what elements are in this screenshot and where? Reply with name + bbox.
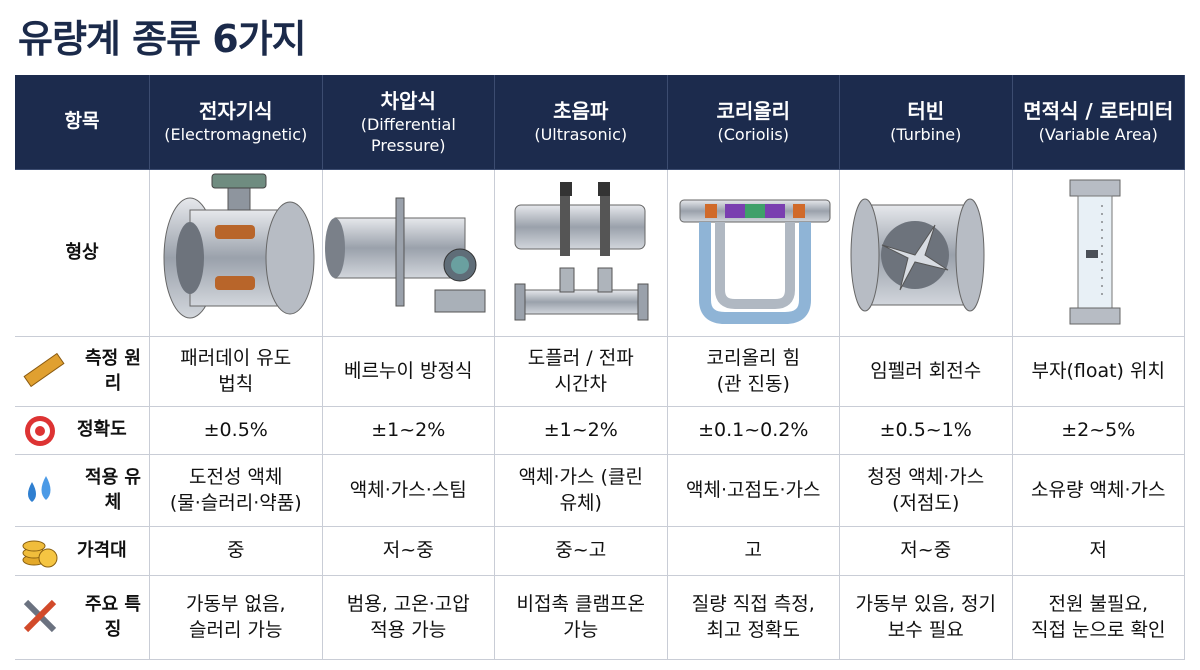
table-cell: 중~고 [495, 527, 668, 576]
shape-cell [1012, 170, 1185, 337]
target-icon [25, 416, 55, 446]
tools-icon [23, 599, 57, 633]
differential-pressure-illustration [325, 197, 486, 313]
column-english: (Variable Area) [1038, 125, 1158, 145]
table-cell: 도전성 액체 (물·슬러리·약품) [150, 455, 323, 527]
shape-cell [667, 170, 840, 337]
column-english: (Differential Pressure) [360, 114, 456, 155]
table-cell: ±0.5~1% [840, 407, 1013, 455]
column-header: 코리올리 (Coriolis) [667, 75, 840, 170]
table-cell: 패러데이 유도 법칙 [150, 337, 323, 407]
shape-cell [322, 170, 495, 337]
coriolis-illustration [679, 199, 831, 324]
column-name: 차압식 [380, 88, 436, 113]
row-label: 주요 특징 [15, 576, 150, 660]
table-cell: 가동부 없음, 슬러리 가능 [150, 576, 323, 660]
table-cell: 액체·가스 (클린 유체) [495, 455, 668, 527]
coins-icon [22, 540, 58, 568]
column-english: (Electromagnetic) [164, 125, 308, 145]
table-cell: ±2~5% [1012, 407, 1185, 455]
column-header: 차압식 (Differential Pressure) [322, 75, 495, 170]
comparison-table: 항목 전자기식 (Electromagnetic) 차압식 (Differential … [15, 75, 1185, 660]
turbine-illustration [850, 198, 985, 312]
column-name: 터빈 [907, 99, 945, 124]
row-label: 적용 유체 [15, 455, 150, 527]
column-header: 전자기식 (Electromagnetic) [150, 75, 323, 170]
row-label: 가격대 [15, 527, 150, 576]
shape-cell [150, 170, 323, 337]
table-cell: ±0.1~0.2% [667, 407, 840, 455]
shape-cell [495, 170, 668, 337]
row-label: 측정 원리 [15, 337, 150, 407]
electromagnetic-illustration [163, 173, 315, 319]
drops-icon [28, 476, 51, 502]
table-cell: 청정 액체·가스 (저점도) [840, 455, 1013, 527]
table-cell: 베르누이 방정식 [322, 337, 495, 407]
table-cell: ±1~2% [322, 407, 495, 455]
table-cell: 저~중 [840, 527, 1013, 576]
table-cell: 액체·가스·스팀 [322, 455, 495, 527]
column-name: 코리올리 [716, 99, 791, 124]
table-cell: 도플러 / 전파 시간차 [495, 337, 668, 407]
table-cell: ±0.5% [150, 407, 323, 455]
row-label: 형상 [15, 170, 150, 337]
row-label: 정확도 [15, 407, 150, 455]
table-cell: 전원 불필요, 직접 눈으로 확인 [1012, 576, 1185, 660]
column-header: 초음파 (Ultrasonic) [495, 75, 668, 170]
header-label: 항목 [15, 75, 150, 170]
table-cell: 소유량 액체·가스 [1012, 455, 1185, 527]
shape-cell [840, 170, 1013, 337]
column-english: (Turbine) [890, 125, 962, 145]
table-cell: 부자(float) 위치 [1012, 337, 1185, 407]
table-cell: 저~중 [322, 527, 495, 576]
column-name: 전자기식 [198, 99, 273, 124]
table-cell: 중 [150, 527, 323, 576]
table-cell: 임펠러 회전수 [840, 337, 1013, 407]
table-cell: 고 [667, 527, 840, 576]
column-name: 초음파 [553, 99, 609, 124]
ultrasonic-illustration [514, 182, 649, 321]
column-header: 터빈 (Turbine) [840, 75, 1013, 170]
variable-area-illustration [1069, 179, 1121, 325]
column-english: (Ultrasonic) [534, 125, 628, 145]
page-title: 유량계 종류 6가지 [18, 17, 307, 61]
table-cell: 코리올리 힘 (관 진동) [667, 337, 840, 407]
column-header: 면적식 / 로타미터 (Variable Area) [1012, 75, 1185, 170]
table-cell: 액체·고점도·가스 [667, 455, 840, 527]
table-cell: 질량 직접 측정, 최고 정확도 [667, 576, 840, 660]
ruler-icon [23, 352, 65, 388]
column-name: 면적식 / 로타미터 [1023, 99, 1174, 124]
table-cell: ±1~2% [495, 407, 668, 455]
table-cell: 범용, 고온·고압 적용 가능 [322, 576, 495, 660]
column-english: (Coriolis) [717, 125, 789, 145]
table-cell: 저 [1012, 527, 1185, 576]
table-cell: 비접촉 클램프온 가능 [495, 576, 668, 660]
table-cell: 가동부 있음, 정기 보수 필요 [840, 576, 1013, 660]
